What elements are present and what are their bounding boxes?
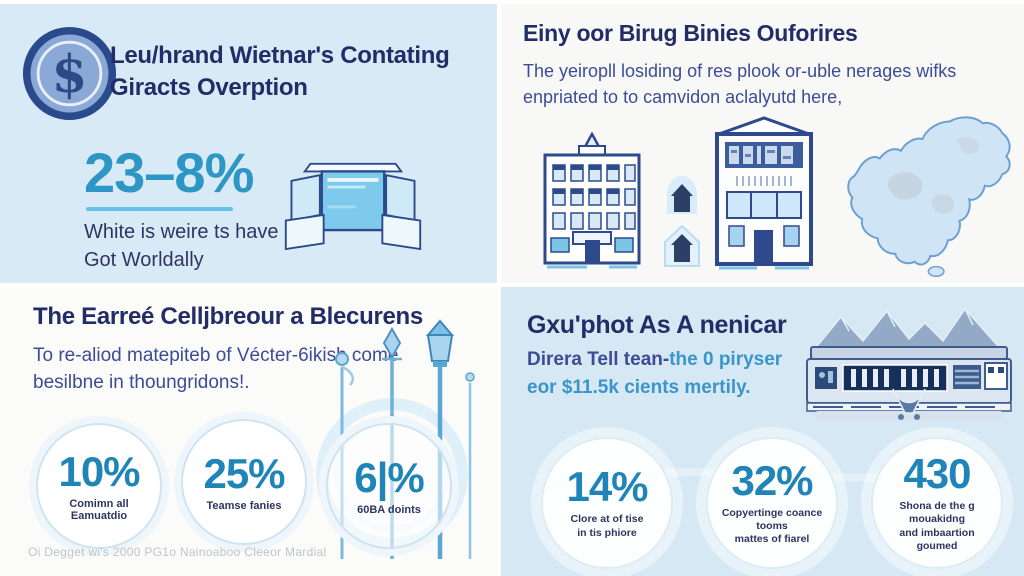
stat-value: 25%	[203, 449, 285, 497]
panel-subtitle-line1: Direra Tell tean-the 0 piryser	[527, 349, 782, 371]
stat-label: Comimn all Eamuatdio	[69, 497, 129, 522]
stat-caption: White is weire ts have Got Worldally	[84, 219, 279, 274]
caption-line: White is weire ts have	[84, 221, 279, 243]
big-stat-value: 23–8%	[84, 141, 254, 204]
stat-value: 10%	[58, 447, 140, 495]
stat-value: 6|%	[354, 453, 424, 501]
stat-circle: 25% Teamse fanies	[181, 419, 307, 545]
panel-top-left: $ Leu/hrand Wietnar's Contating Giracts …	[0, 4, 497, 283]
panel-title: Leu/hrand Wietnar's Contating Giracts Ov…	[110, 40, 488, 103]
stat-value: 430	[903, 450, 971, 498]
stat-label-line: Shona de the g mouakidng	[899, 500, 975, 526]
panel-subtitle: To re-aliod matepiteb of Vécter-6ikish c…	[33, 343, 453, 396]
stat-label-line: Clore at of tise	[570, 513, 644, 526]
house-icon	[664, 176, 700, 267]
stat-label-line: Copyertinge coance tooms	[721, 506, 823, 532]
subtitle-line: besilbne in thoungridons!.	[33, 371, 250, 393]
stat-label: 60BA doints	[357, 503, 421, 516]
stat-circle: 14% Clore at of tise in tis phiore	[541, 437, 673, 569]
classic-building-icon	[543, 132, 641, 269]
stage-screen-icon	[284, 162, 422, 250]
stat-circle: 32% Copyertinge coance tooms mattes of f…	[706, 437, 838, 569]
stat-label: Shona de the g mouakidng and imbaartion …	[878, 500, 996, 553]
panel-bottom-right: Gxu'phot As A nenicar Direra Tell tean-t…	[501, 287, 1024, 576]
subtitle-line: enpriated to to camvidon aclalyutd here,	[523, 87, 843, 108]
panel-bottom-left: The Earreé Celljbreour a Blecurens To re…	[0, 287, 497, 576]
subtitle-line: To re-aliod matepiteb of Vécter-6ikish c…	[33, 345, 399, 366]
china-map-icon	[847, 116, 1011, 278]
panel-title: The Earreé Celljbreour a Blecurens	[33, 303, 423, 330]
stat-label: Copyertinge coance tooms mattes of fiare…	[713, 507, 831, 546]
subtitle-part: the 0 piryser	[669, 349, 783, 370]
panel-subtitle: The yeiropll losiding of res plook or-ub…	[523, 58, 1013, 110]
title-line: Leu/hrand Wietnar's Contating	[110, 42, 450, 69]
panel-subtitle-line2: eor $11.5k cients mertily.	[527, 377, 751, 398]
subtitle-part: Direra Tell tean-	[527, 349, 670, 370]
stat-label: Teamse fanies	[206, 499, 282, 512]
coin-icon: $	[22, 26, 117, 121]
train-mountains-icon	[806, 307, 1012, 420]
stat-circle: 6|% 60BA doints	[326, 423, 452, 549]
panel-title: Gxu'phot As A nenicar	[527, 311, 787, 339]
footnote: Oi Degget wi's 2000 PG1o Nainoaboo Cleeo…	[28, 545, 327, 559]
panel-top-right: Einy oor Birug Binies Ouforires The yeir…	[501, 4, 1024, 283]
stat-value: 14%	[566, 463, 648, 511]
stat-circle: 430 Shona de the g mouakidng and imbaart…	[871, 437, 1003, 569]
svg-text:$: $	[52, 45, 88, 105]
stat-label-line: in tis phiore	[577, 526, 637, 539]
caption-line: Got Worldally	[84, 248, 204, 271]
stat-circle: 10% Comimn all Eamuatdio	[36, 423, 162, 549]
stat-underline	[86, 207, 233, 211]
stat-value: 32%	[731, 456, 813, 504]
stat-label: Clore at of tise in tis phiore	[548, 513, 666, 539]
stat-label-line: and imbaartion goumed	[899, 526, 975, 552]
sign-building-icon	[715, 116, 813, 270]
panel-title: Einy oor Birug Binies Ouforires	[523, 20, 858, 46]
title-line: Giracts Overption	[110, 73, 308, 101]
subtitle-line: The yeiropll losiding of res plook or-ub…	[523, 61, 957, 81]
stat-label-line: mattes of fiarel	[734, 533, 810, 546]
